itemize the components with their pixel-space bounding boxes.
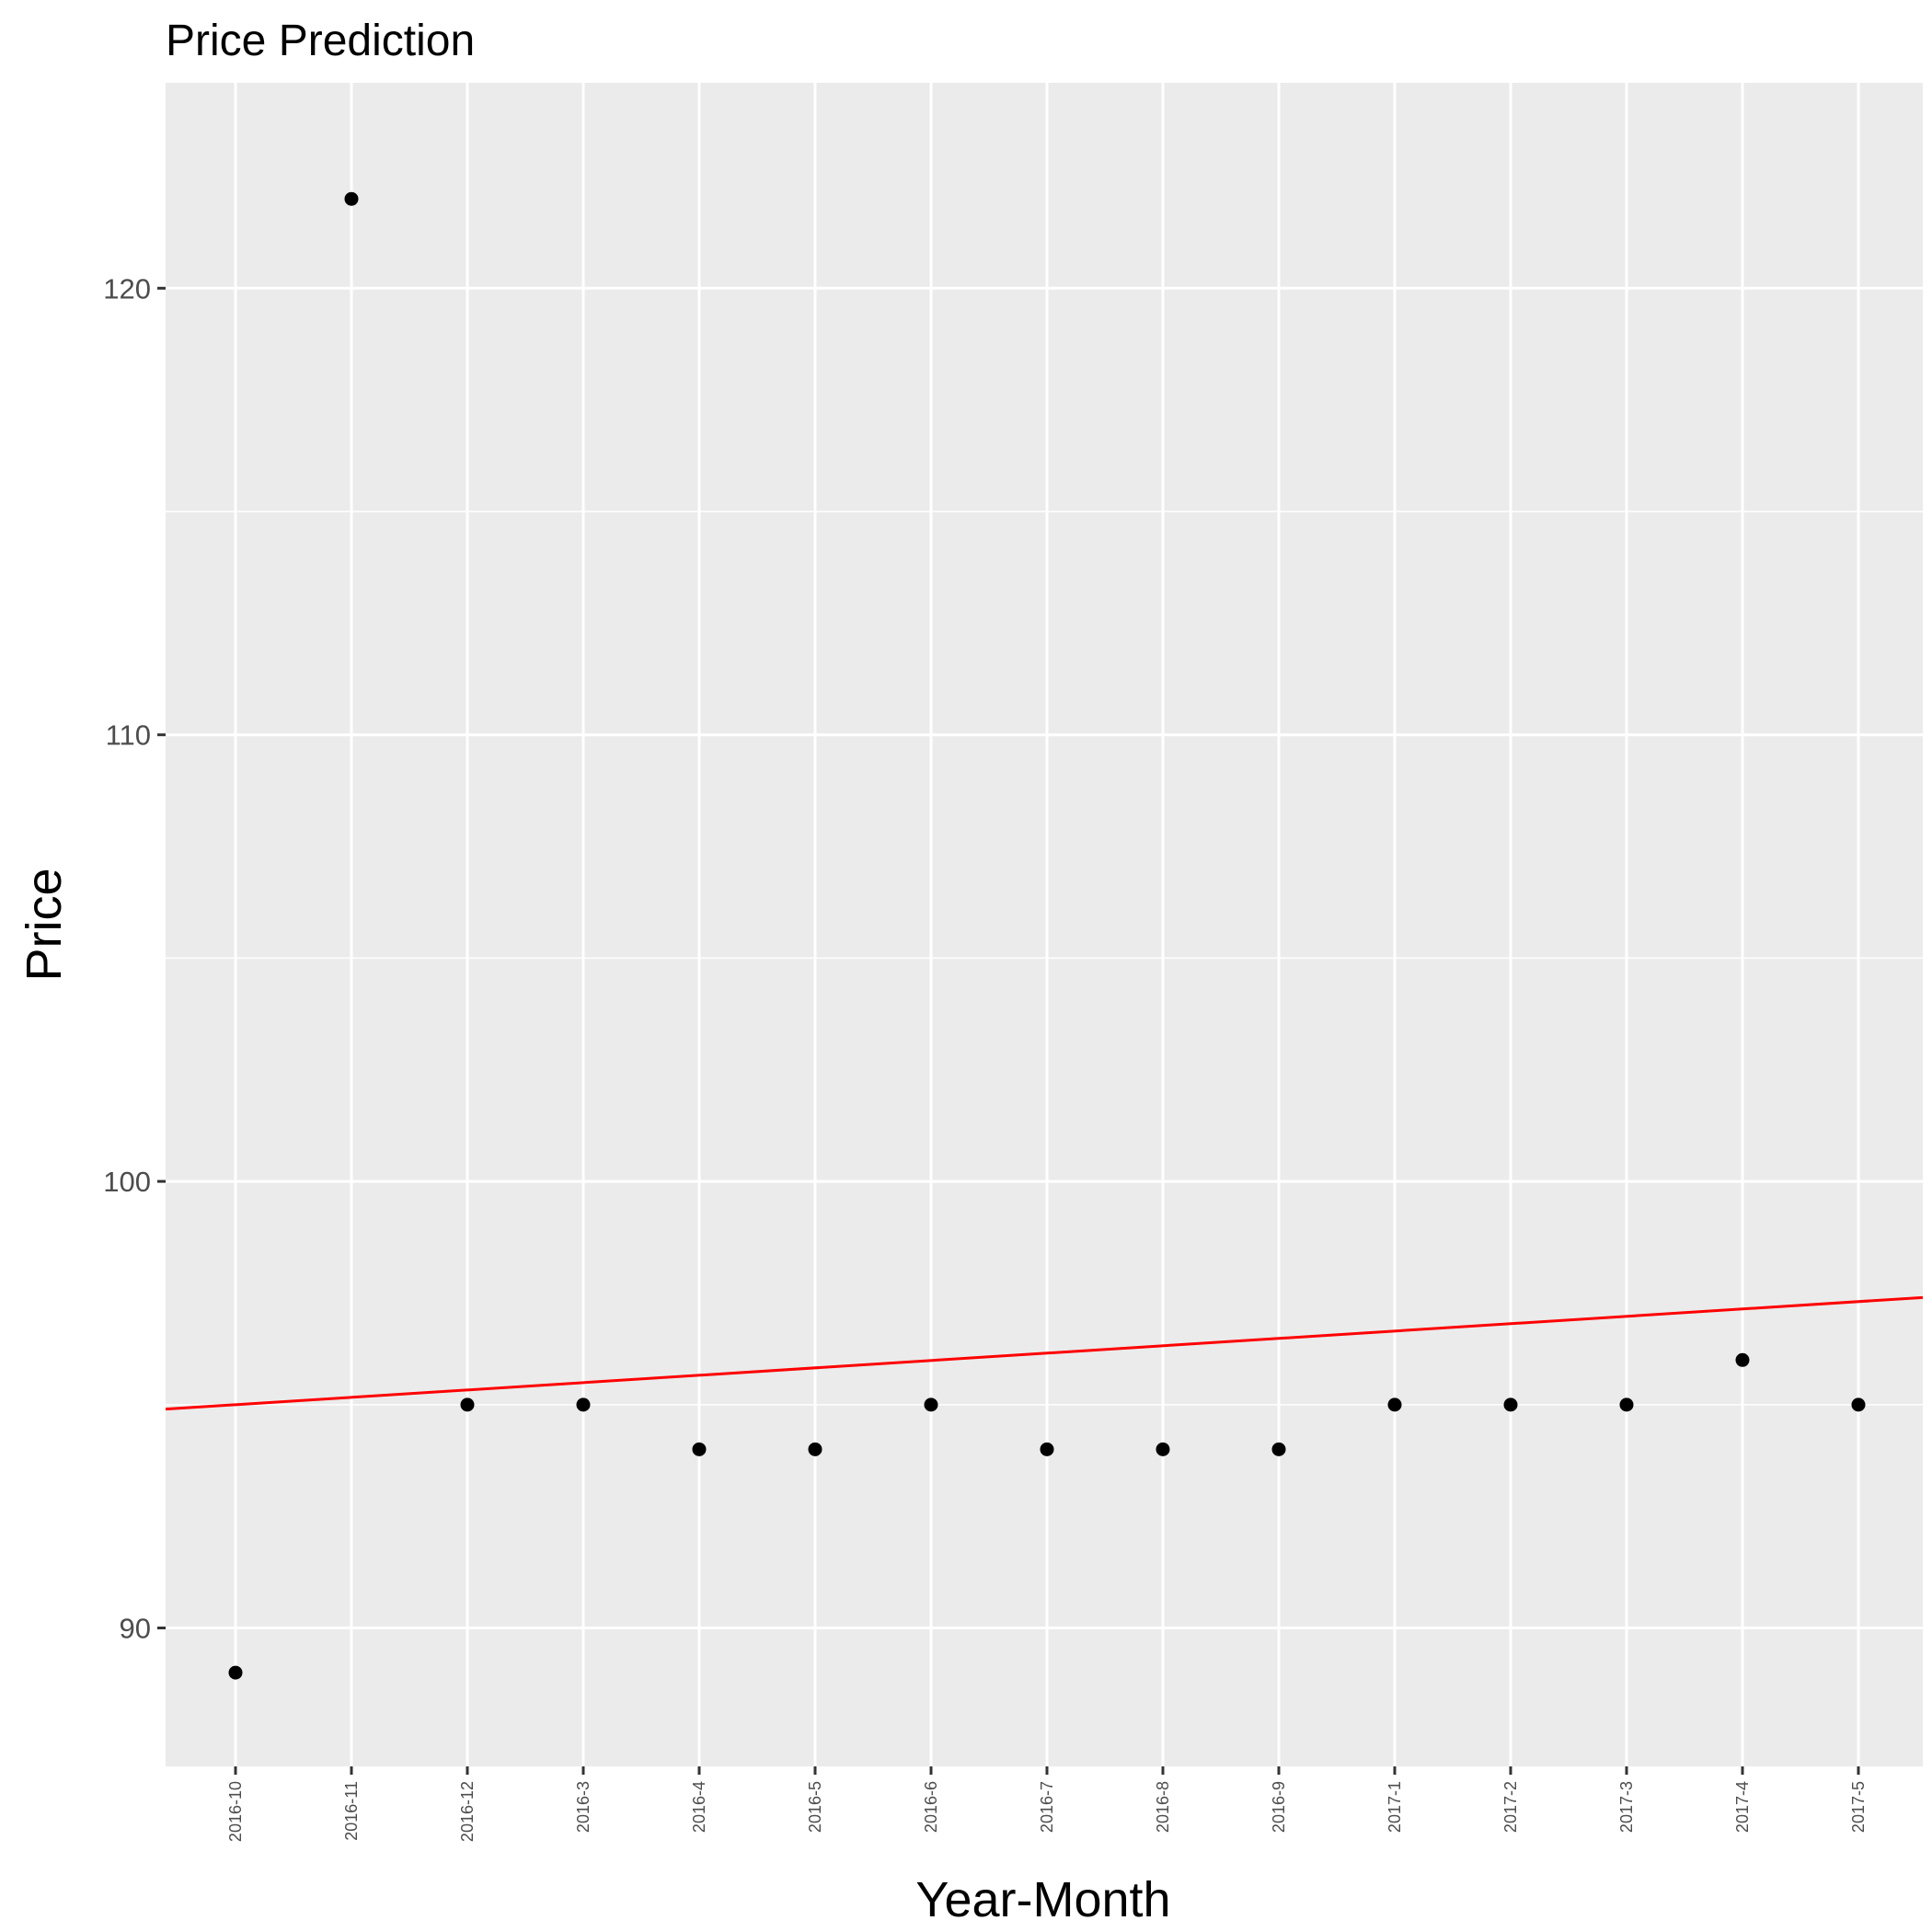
data-point: [1156, 1442, 1170, 1456]
data-point: [1619, 1397, 1634, 1412]
y-axis-title: Price: [17, 868, 72, 981]
data-point: [1503, 1397, 1518, 1412]
data-points: [228, 191, 1866, 1680]
x-tick-label: 2017-2: [1501, 1781, 1520, 1833]
y-tick-label: 120: [103, 272, 151, 305]
x-tick-label: 2016-10: [226, 1781, 245, 1842]
x-tick-label: 2016-5: [806, 1781, 824, 1833]
data-point: [924, 1397, 938, 1412]
data-point: [344, 191, 359, 206]
x-tick-label: 2016-11: [342, 1781, 361, 1841]
x-tick-label: 2016-12: [458, 1781, 477, 1842]
x-tick-label: 2016-9: [1270, 1781, 1288, 1833]
x-tick-label: 2017-4: [1733, 1781, 1752, 1833]
data-point: [1387, 1397, 1402, 1412]
x-tick-label: 2017-1: [1386, 1781, 1404, 1833]
x-tick-label: 2016-6: [922, 1781, 940, 1833]
data-point: [1851, 1397, 1866, 1412]
data-point: [1735, 1352, 1750, 1367]
data-point: [228, 1665, 243, 1680]
x-tick-label: 2016-8: [1154, 1781, 1172, 1833]
data-point: [1271, 1442, 1286, 1456]
major-gridlines: [166, 83, 1923, 1766]
data-point: [692, 1442, 707, 1456]
y-axis: 90 100 110 120: [103, 272, 166, 1645]
x-tick-label: 2016-4: [690, 1781, 708, 1833]
plot-panel: [166, 83, 1923, 1766]
data-point: [808, 1442, 822, 1456]
data-point: [460, 1397, 475, 1412]
x-tick-label: 2016-3: [574, 1781, 592, 1833]
data-point: [1040, 1442, 1054, 1456]
data-point: [576, 1397, 591, 1412]
y-tick-label: 100: [103, 1166, 151, 1198]
x-axis: 2016-10 2016-11 2016-12 2016-3 2016-4 2016-5 2…: [226, 1766, 1868, 1842]
x-tick-label: 2017-3: [1617, 1781, 1636, 1833]
x-tick-label: 2016-7: [1038, 1781, 1056, 1833]
x-axis-title: Year-Month: [915, 1872, 1170, 1927]
y-tick-label: 90: [120, 1613, 151, 1645]
chart-title: Price Prediction: [166, 17, 475, 65]
trend-line: [165, 1295, 1924, 1411]
y-tick-label: 110: [106, 719, 151, 752]
x-tick-label: 2017-5: [1849, 1781, 1868, 1833]
